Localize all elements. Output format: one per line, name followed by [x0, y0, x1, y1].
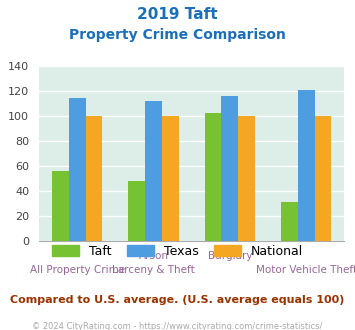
Text: Compared to U.S. average. (U.S. average equals 100): Compared to U.S. average. (U.S. average …	[10, 295, 345, 305]
Text: Motor Vehicle Theft: Motor Vehicle Theft	[256, 265, 355, 275]
Text: All Property Crime: All Property Crime	[30, 265, 125, 275]
Bar	[86, 116, 102, 241]
Bar	[162, 116, 179, 241]
Bar	[129, 181, 145, 241]
Bar	[298, 90, 315, 241]
Bar	[281, 202, 298, 241]
Text: Property Crime Comparison: Property Crime Comparison	[69, 28, 286, 42]
Text: © 2024 CityRating.com - https://www.cityrating.com/crime-statistics/: © 2024 CityRating.com - https://www.city…	[32, 322, 323, 330]
Bar	[222, 96, 238, 241]
Bar	[145, 101, 162, 241]
Text: Arson: Arson	[138, 251, 169, 261]
Bar	[238, 116, 255, 241]
Legend: Taft, Texas, National: Taft, Texas, National	[47, 240, 308, 263]
Bar	[69, 98, 86, 241]
Text: Burglary: Burglary	[208, 251, 252, 261]
Bar	[315, 116, 331, 241]
Text: Larceny & Theft: Larceny & Theft	[112, 265, 195, 275]
Text: 2019 Taft: 2019 Taft	[137, 7, 218, 21]
Bar	[205, 114, 222, 241]
Bar	[52, 171, 69, 241]
